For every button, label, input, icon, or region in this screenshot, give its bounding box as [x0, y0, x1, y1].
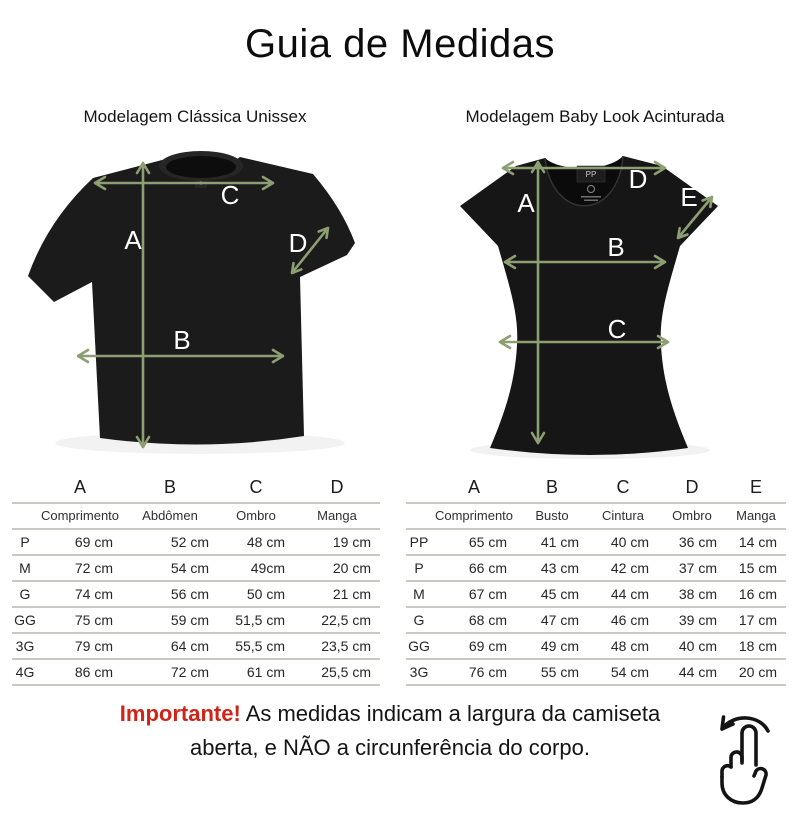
table-row: PP 65 cm 41 cm 40 cm 36 cm 14 cm — [406, 529, 786, 556]
knuckle-bump — [729, 750, 744, 769]
table-row: M 72 cm 54 cm 49cm 20 cm — [12, 555, 380, 582]
arrow-D-shoulder — [501, 160, 667, 176]
label-C: C — [221, 180, 240, 210]
arrow-A-length — [135, 161, 151, 449]
arrow-C-shoulder — [93, 175, 275, 191]
label-E: E — [680, 182, 697, 212]
arrow-B-bust — [503, 254, 667, 270]
label-C: C — [608, 314, 627, 344]
arrow-C-waist — [498, 334, 670, 350]
table-row: 3G 76 cm 55 cm 54 cm 44 cm 20 cm — [406, 659, 786, 686]
note-line-1: As medidas indicam a largura da camiseta — [245, 701, 661, 726]
table-row: G 74 cm 56 cm 50 cm 21 cm — [12, 581, 380, 608]
neck-tag-size: PP — [586, 170, 597, 179]
page-title: Guia de Medidas — [245, 22, 555, 66]
label-B: B — [607, 232, 624, 262]
baby-neck-tag — [576, 165, 606, 183]
table-row: P 69 cm 52 cm 48 cm 19 cm — [12, 529, 380, 556]
baby-look-size-table: A B C D E Comprimento Busto Cintura Ombr… — [406, 476, 786, 686]
palm-thumb — [720, 766, 768, 805]
label-A: A — [517, 188, 535, 218]
label-D: D — [289, 228, 308, 258]
tag-logo — [587, 185, 595, 193]
baby-look-figure: PP A B C D E — [460, 155, 718, 459]
left-subtitle: Modelagem Clássica Unissex — [83, 107, 307, 126]
table-row: GG 69 cm 49 cm 48 cm 40 cm 18 cm — [406, 633, 786, 660]
swipe-hand-icon — [702, 703, 794, 807]
table-row: 3G 79 cm 64 cm 55,5 cm 23,5 cm — [12, 633, 380, 660]
letter-header-row: A B C D — [12, 476, 380, 504]
label-B: B — [173, 325, 190, 355]
neckline-edge — [544, 155, 624, 207]
table-row: GG 75 cm 59 cm 51,5 cm 22,5 cm — [12, 607, 380, 634]
tag-text-line — [581, 196, 601, 198]
table-row: G 68 cm 47 cm 46 cm 39 cm 17 cm — [406, 607, 786, 634]
arrow-B-abdomen — [76, 348, 285, 364]
classic-size-table: A B C D Comprimento Abdômen Ombro Manga … — [12, 476, 380, 686]
arrow-D-sleeve — [290, 226, 330, 275]
knuckle-bump — [720, 763, 733, 779]
classic-tee-figure: A B C D — [28, 151, 355, 454]
important-note: Importante! As medidas indicam a largura… — [40, 697, 740, 765]
index-finger — [740, 724, 758, 767]
letter-header-row: A B C D E — [406, 476, 786, 504]
right-subtitle: Modelagem Baby Look Acinturada — [465, 107, 725, 126]
table-row: P 66 cm 43 cm 42 cm 37 cm 15 cm — [406, 555, 786, 582]
column-header-row: Comprimento Abdômen Ombro Manga — [12, 503, 380, 530]
table-row: 4G 86 cm 72 cm 61 cm 25,5 cm — [12, 659, 380, 686]
important-label: Importante! — [119, 701, 241, 726]
label-D: D — [629, 164, 648, 194]
table-row: M 67 cm 45 cm 44 cm 38 cm 16 cm — [406, 581, 786, 608]
note-line-2: aberta, e NÃO a circunferência do corpo. — [190, 735, 590, 760]
baby-look-shape — [460, 156, 718, 455]
label-A: A — [124, 225, 142, 255]
tag-text-line — [584, 199, 598, 201]
swipe-arrow — [720, 715, 770, 733]
classic-tee-shape — [28, 157, 355, 445]
arrow-E-sleeve — [676, 195, 714, 240]
collar-inner — [166, 156, 236, 178]
column-header-row: Comprimento Busto Cintura Ombro Manga — [406, 503, 786, 530]
